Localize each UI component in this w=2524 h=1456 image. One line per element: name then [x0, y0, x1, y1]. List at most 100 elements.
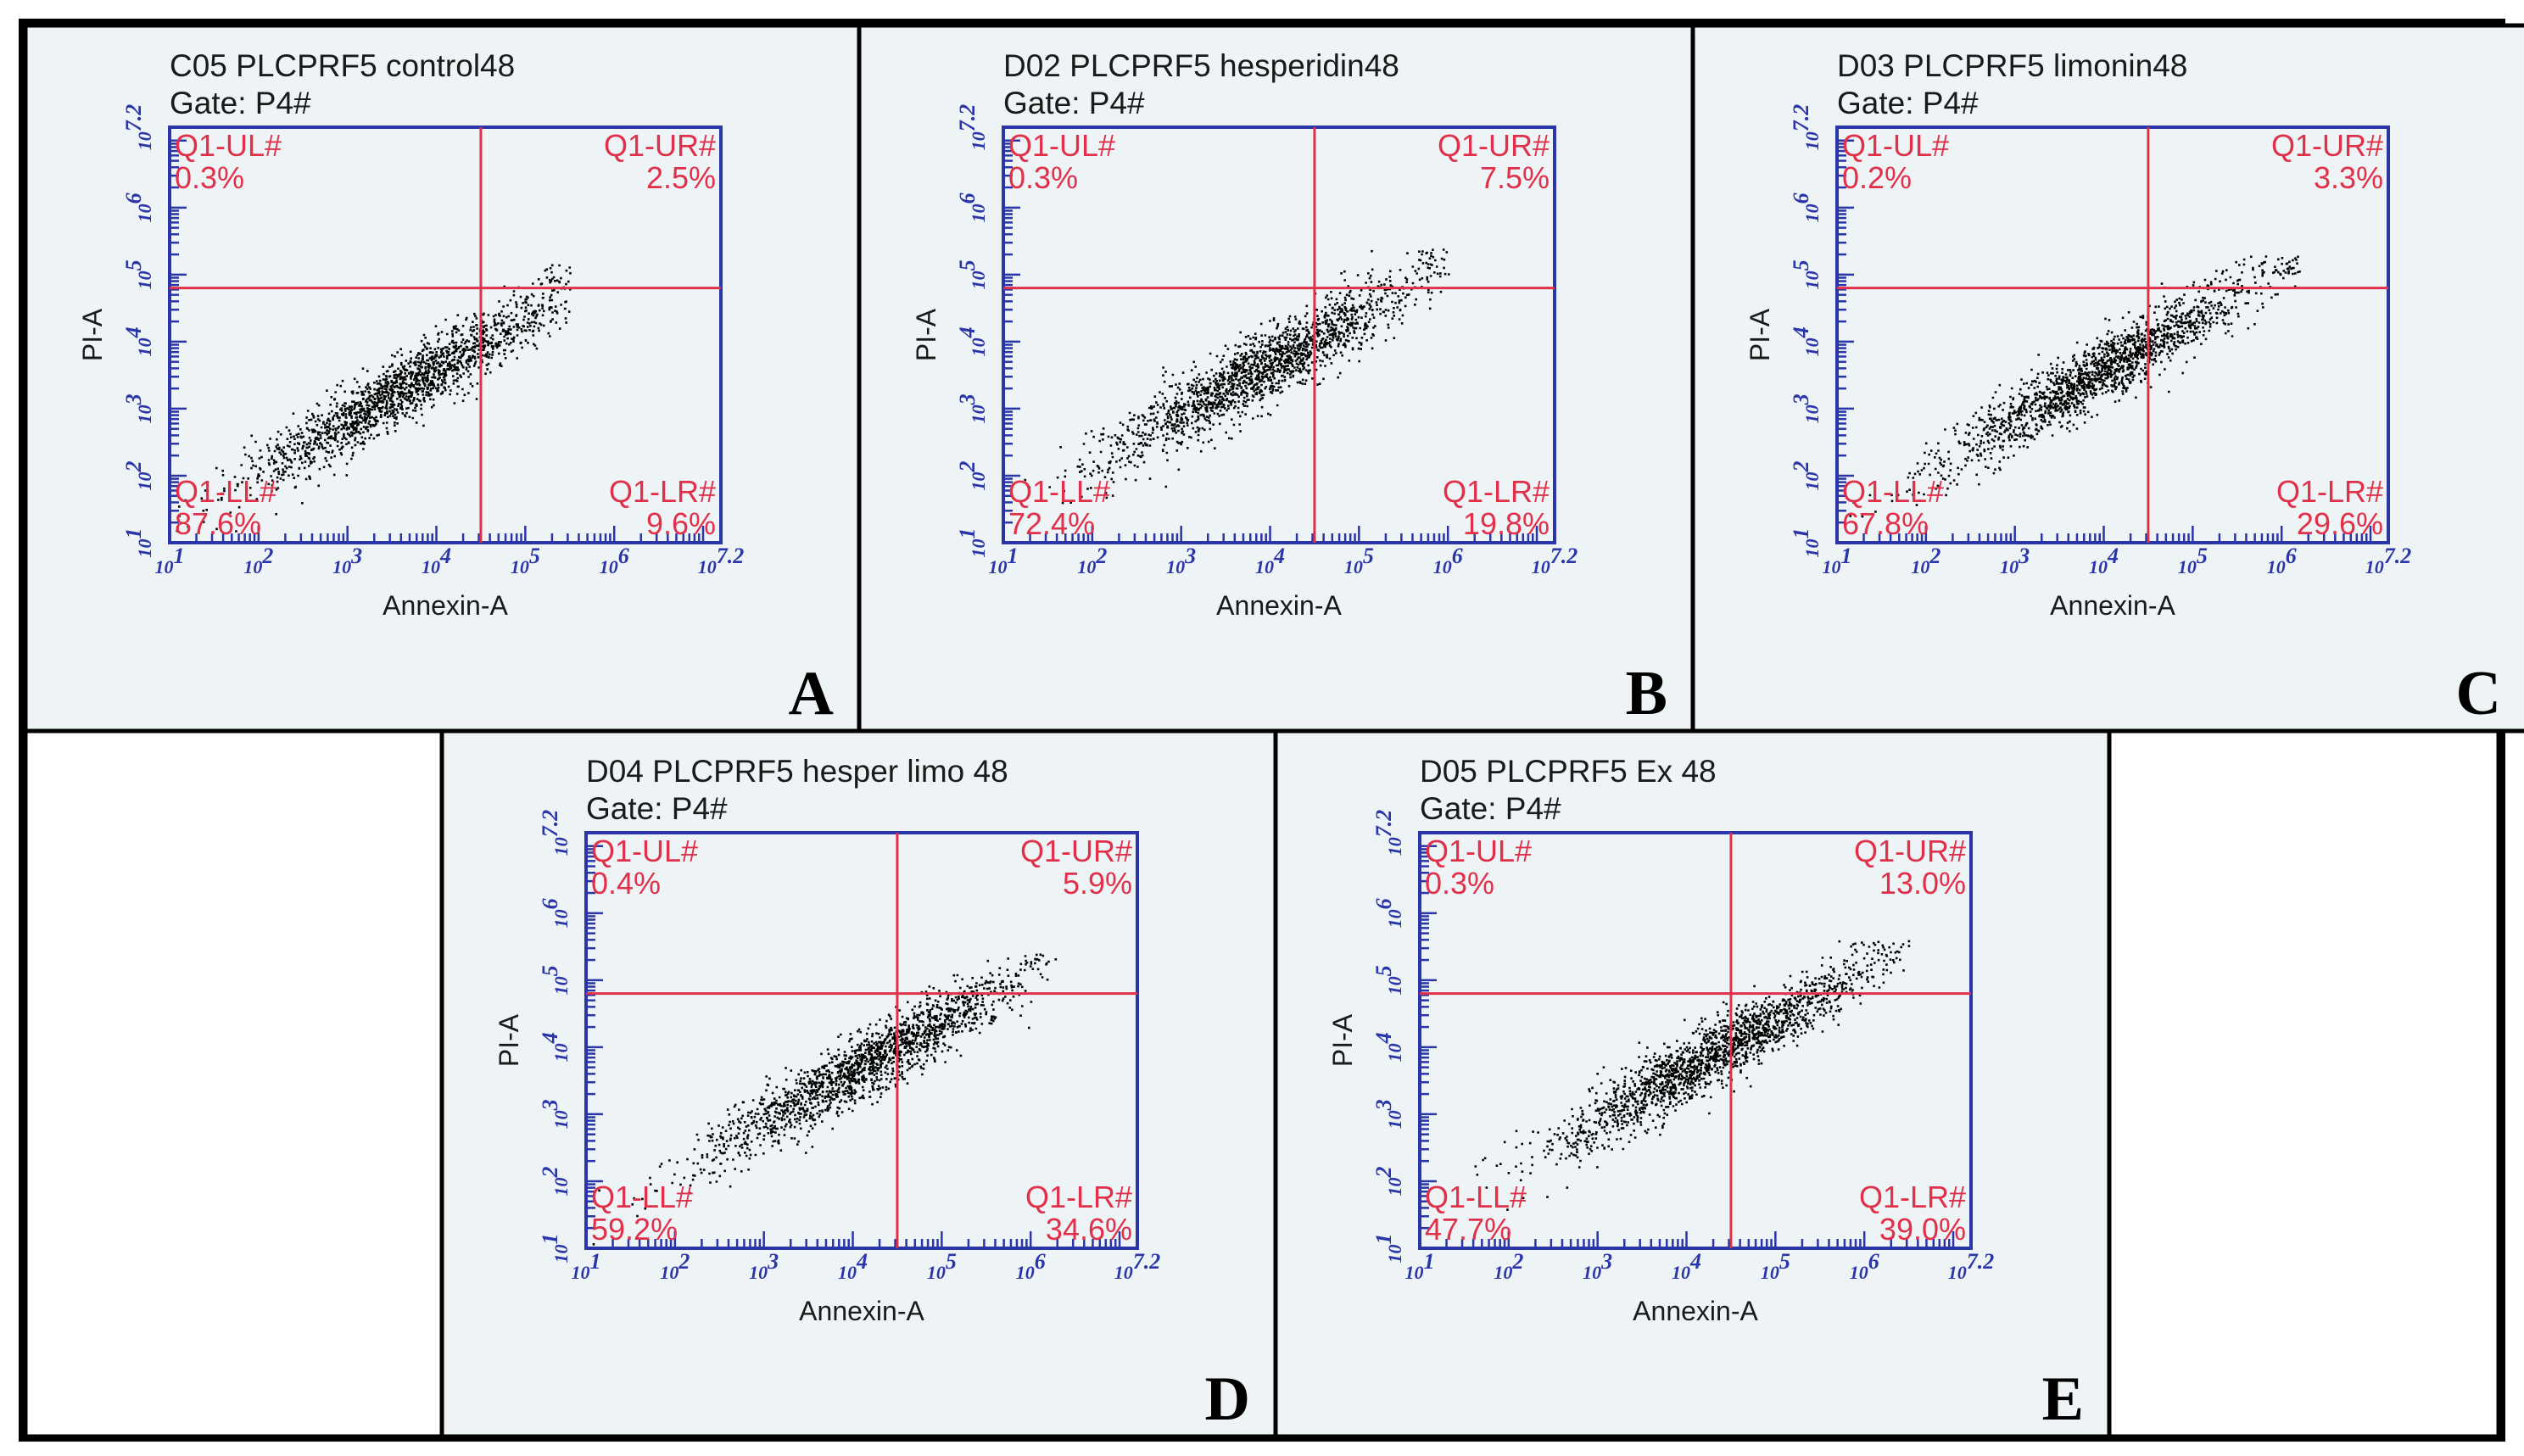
y-tick-label: 107.2: [121, 104, 155, 151]
x-tick-label: 102: [1077, 544, 1107, 577]
x-tick-label: 104: [1255, 544, 1285, 577]
panel-cell-2: [857, 23, 1695, 734]
gate-label: Gate: P4#: [1837, 86, 1979, 120]
panel-letter: B: [1626, 659, 1667, 728]
y-tick-label: 101: [121, 528, 155, 558]
chart-title: C05 PLCPRF5 control48: [170, 48, 515, 83]
y-tick-label: 106: [121, 192, 155, 222]
quadrant-value: 2.5%: [646, 160, 716, 195]
y-axis-label: PI-A: [494, 1013, 524, 1067]
event-dots: [1849, 255, 2301, 518]
x-tick-label: 105: [927, 1249, 957, 1283]
y-tick-label: 101: [955, 528, 989, 558]
event-dots: [592, 953, 1058, 1246]
y-tick-label: 103: [121, 393, 155, 423]
y-axis-label: PI-A: [911, 308, 941, 361]
quadrant-value: 19.8%: [1463, 506, 1550, 541]
quadrant-value: 0.3%: [1008, 160, 1078, 195]
x-tick-label: 106: [600, 544, 629, 577]
y-tick-label: 105: [1789, 259, 1823, 289]
x-tick-label: 105: [511, 544, 540, 577]
chart-title: D03 PLCPRF5 limonin48: [1837, 48, 2187, 83]
y-tick-label: 102: [121, 460, 155, 490]
panel-cell-3: [1690, 23, 2524, 734]
x-tick-label: 106: [2267, 544, 2297, 577]
x-tick-label: 106: [1016, 1249, 1046, 1283]
quadrant-value: 13.0%: [1879, 866, 1966, 901]
y-axis-label: PI-A: [1745, 308, 1775, 361]
panel-cell-1: [23, 23, 862, 734]
quadrant-name: Q1-UR#: [2271, 128, 2383, 163]
event-dots: [1474, 940, 1911, 1211]
quadrant-name: Q1-UR#: [1020, 834, 1132, 868]
quadrant-name: Q1-LR#: [1859, 1180, 1966, 1214]
x-tick-label: 105: [2178, 544, 2208, 577]
x-axis-label: Annexin-A: [799, 1296, 924, 1326]
y-tick-label: 105: [538, 965, 572, 995]
quadrant-value: 34.6%: [1046, 1212, 1132, 1247]
y-tick-label: 104: [955, 326, 989, 356]
event-dots: [176, 264, 572, 533]
x-tick-label: 106: [1850, 1249, 1879, 1283]
y-tick-label: 103: [1371, 1099, 1405, 1129]
event-dot-cloud: [176, 264, 572, 533]
y-tick-label: 103: [1789, 393, 1823, 423]
x-axis-label: Annexin-A: [1216, 590, 1342, 621]
quadrant-name: Q1-LL#: [1008, 474, 1110, 509]
x-tick-label: 107.2: [1948, 1249, 1995, 1283]
x-tick-label: 103: [332, 544, 362, 577]
x-tick-label: 101: [989, 544, 1019, 577]
panel-cell-7: [2107, 728, 2501, 1439]
event-dot-cloud: [1024, 248, 1450, 505]
panel-letter: E: [2042, 1364, 2084, 1434]
x-axis-label: Annexin-A: [2050, 590, 2175, 621]
quadrant-value: 39.0%: [1879, 1212, 1966, 1247]
quadrant-name: Q1-UR#: [604, 128, 716, 163]
plot-area: [168, 126, 723, 544]
gate-label: Gate: P4#: [170, 86, 311, 120]
axis-ticks: [1418, 845, 1955, 1250]
x-tick-label: 103: [1166, 544, 1196, 577]
quadrant-name: Q1-LR#: [609, 474, 716, 509]
quadrant-value: 0.3%: [175, 160, 244, 195]
event-dots: [1024, 248, 1450, 505]
x-tick-label: 104: [422, 544, 451, 577]
x-tick-label: 102: [243, 544, 273, 577]
quadrant-value: 29.6%: [2297, 506, 2383, 541]
plot-area: [1835, 126, 2390, 544]
y-tick-label: 107.2: [1789, 104, 1823, 151]
x-tick-label: 104: [838, 1249, 868, 1283]
x-tick-label: 101: [155, 544, 185, 577]
y-tick-label: 106: [538, 898, 572, 928]
quadrant-name: Q1-LL#: [1425, 1180, 1527, 1214]
gate-label: Gate: P4#: [1420, 791, 1561, 826]
y-tick-label: 103: [955, 393, 989, 423]
x-tick-label: 101: [1405, 1249, 1435, 1283]
x-tick-label: 107.2: [1114, 1249, 1161, 1283]
quadrant-value: 67.8%: [1842, 506, 1929, 541]
chart-title: D05 PLCPRF5 Ex 48: [1420, 754, 1717, 789]
quadrant-value: 9.6%: [646, 506, 716, 541]
quadrant-value: 59.2%: [591, 1212, 678, 1247]
event-dot-cloud: [592, 953, 1058, 1246]
quadrant-value: 0.2%: [1842, 160, 1912, 195]
plot-area: [1418, 831, 1973, 1250]
x-tick-label: 102: [660, 1249, 690, 1283]
quadrant-name: Q1-LL#: [175, 474, 276, 509]
y-tick-label: 104: [1371, 1032, 1405, 1062]
x-tick-label: 107.2: [698, 544, 745, 577]
x-tick-label: 105: [1344, 544, 1374, 577]
chart-title: D04 PLCPRF5 hesper limo 48: [586, 754, 1008, 789]
x-tick-label: 104: [1672, 1249, 1701, 1283]
x-tick-label: 102: [1911, 544, 1940, 577]
x-axis-label: Annexin-A: [1633, 1296, 1758, 1326]
quadrant-value: 3.3%: [2314, 160, 2383, 195]
x-tick-label: 107.2: [2365, 544, 2412, 577]
event-dot-cloud: [1849, 255, 2301, 518]
quadrant-name: Q1-UL#: [1008, 128, 1115, 163]
plot-area: [584, 831, 1139, 1250]
y-tick-label: 107.2: [1371, 810, 1405, 856]
y-tick-label: 107.2: [955, 104, 989, 151]
